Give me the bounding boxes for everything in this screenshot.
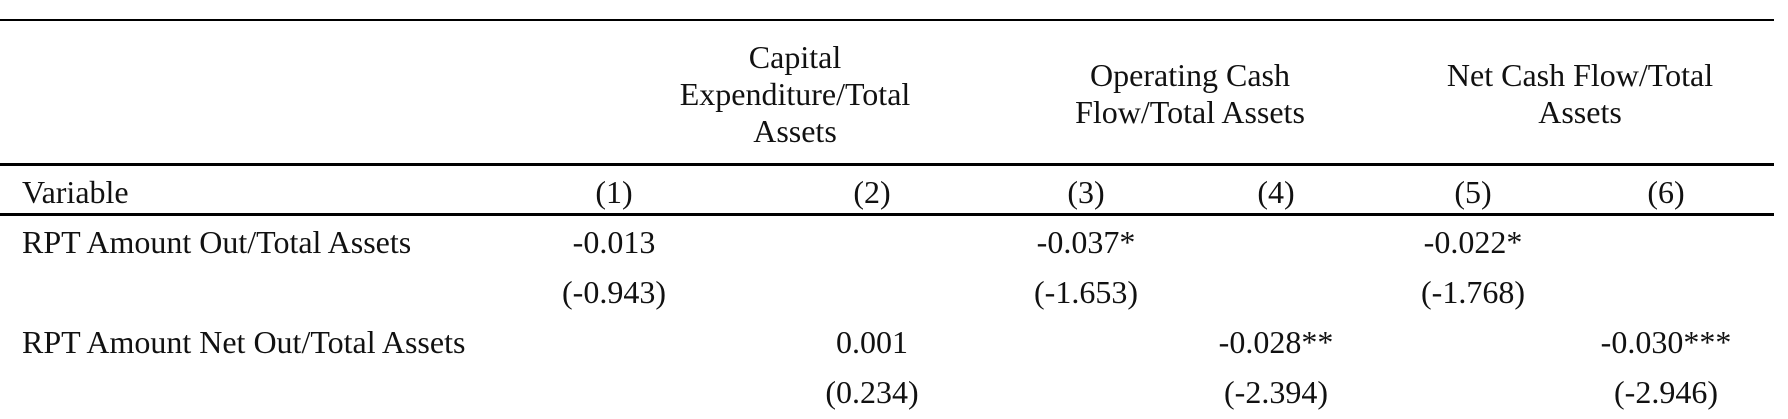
- column-number-5: (5): [1454, 174, 1492, 210]
- row-label-rpt-amount-net-out: RPT Amount Net Out/Total Assets: [22, 324, 466, 360]
- group-header-operating-cash-flow: Operating Cash Flow/Total Assets: [1040, 30, 1340, 158]
- header-rule: [0, 163, 1774, 166]
- group-header-capital-expenditure: Capital Expenditure/Total Assets: [650, 30, 940, 158]
- column-number-4: (4): [1257, 174, 1295, 210]
- group-header-line: Assets: [1538, 94, 1622, 130]
- tstat-cell: (-2.394): [1224, 374, 1328, 410]
- group-header-line: Net Cash Flow/Total: [1446, 57, 1714, 93]
- coef-cell: -0.013: [572, 224, 656, 260]
- coef-cell: -0.030***: [1600, 324, 1732, 360]
- column-number-rule: [0, 213, 1774, 216]
- coef-cell: -0.022*: [1423, 224, 1523, 260]
- row-label-rpt-amount-out: RPT Amount Out/Total Assets: [22, 224, 412, 260]
- group-header-line: Flow/Total Assets: [1075, 94, 1305, 130]
- group-header-line: Capital: [748, 38, 842, 75]
- tstat-cell: (-1.653): [1034, 274, 1138, 310]
- tstat-cell: (0.234): [825, 374, 919, 410]
- column-number-2: (2): [853, 174, 891, 210]
- top-rule: [0, 19, 1774, 21]
- group-header-net-cash-flow: Net Cash Flow/Total Assets: [1410, 30, 1750, 158]
- tstat-cell: (-1.768): [1421, 274, 1525, 310]
- coef-cell: -0.028**: [1218, 324, 1334, 360]
- coef-cell: 0.001: [836, 324, 908, 360]
- coef-cell: -0.037*: [1036, 224, 1136, 260]
- column-number-6: (6): [1647, 174, 1685, 210]
- group-header-line: Assets: [753, 112, 837, 149]
- variable-header: Variable: [22, 174, 129, 210]
- column-number-3: (3): [1067, 174, 1105, 210]
- group-header-line: Expenditure/Total: [679, 75, 911, 112]
- tstat-cell: (-0.943): [562, 274, 666, 310]
- column-number-1: (1): [595, 174, 633, 210]
- group-header-line: Operating Cash: [1090, 57, 1290, 93]
- tstat-cell: (-2.946): [1614, 374, 1718, 410]
